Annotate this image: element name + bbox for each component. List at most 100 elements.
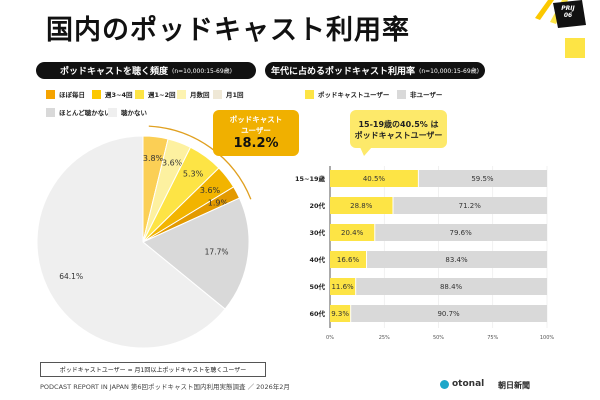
badge-decoration-icon [535, 0, 586, 58]
row-label: 50代 [309, 282, 325, 291]
bar-value-label: 16.6% [337, 256, 360, 264]
age-callout-line2: ポッドキャストユーザー [354, 131, 443, 140]
legend-swatch [213, 89, 222, 99]
left-header-note: (n=10,000:15-69歳) [172, 68, 232, 75]
user-bar [330, 197, 393, 214]
definition-box: ポッドキャストユーザー = 月1回以上ポッドキャストを聴くユーザー [40, 362, 266, 377]
pie-slice [36, 135, 226, 349]
legend-swatch [397, 89, 406, 99]
legend-swatch [46, 107, 55, 117]
legend-label: ほぼ毎日 [59, 91, 85, 99]
user-callout: ポッドキャスト ユーザー 18.2% [213, 110, 299, 156]
callout-value: 18.2% [233, 136, 279, 151]
legend-label: 週1~2回 [148, 91, 176, 99]
bar-value-label: 90.7% [437, 310, 460, 318]
legend-label: ポッドキャストユーザー [318, 91, 390, 99]
user-bar [330, 251, 367, 268]
user-bar [330, 224, 375, 241]
x-tick-label: 50% [433, 335, 444, 341]
right-header: 年代に占めるポッドキャスト利用率 (n=10,000:15-69歳) [265, 62, 485, 79]
pie-label: 3.6% [200, 186, 221, 195]
legend-swatch [46, 89, 55, 99]
x-tick-label: 75% [487, 335, 498, 341]
otonal-logo-text: otonal [452, 379, 485, 389]
legend-item: ほぼ毎日 [46, 89, 85, 99]
frequency-pie-chart: 3.8%3.6%5.3%3.6%1.9%17.7%64.1% [36, 125, 252, 349]
pie-label: 17.7% [205, 248, 229, 257]
callout-line2: ユーザー [241, 126, 271, 135]
bar-value-label: 59.5% [471, 175, 494, 183]
callout-line1: ポッドキャスト [229, 115, 283, 124]
legend-item: 月1回 [213, 89, 244, 99]
legend-label: 週3~4回 [105, 91, 133, 99]
non-user-bar [393, 197, 547, 214]
asahi-logo: 朝日新聞 [498, 381, 530, 390]
legend-label: 月1回 [226, 91, 244, 99]
legend-label: 非ユーザー [410, 91, 443, 99]
age-callout: 15-19歳の40.5% は ポッドキャストユーザー [350, 110, 447, 148]
legend-label: ほとんど聴かない [59, 109, 111, 117]
pie-label: 64.1% [59, 272, 83, 281]
legend-swatch [135, 89, 144, 99]
non-user-bar [351, 305, 547, 322]
pie-label: 1.9% [208, 198, 229, 207]
legend-label: 聴かない [121, 109, 147, 117]
right-header-note: (n=10,000:15-69歳) [419, 68, 479, 75]
bar-value-label: 28.8% [350, 202, 373, 210]
callout-pointer [213, 140, 220, 152]
x-tick-label: 100% [540, 335, 555, 341]
legend-swatch [108, 107, 117, 117]
legend-item: 月数回 [177, 89, 210, 99]
legend-item: 聴かない [108, 107, 147, 117]
left-header: ポッドキャストを聴く頻度 (n=10,000:15-69歳) [36, 62, 256, 79]
pie-slice [142, 197, 250, 310]
legend-swatch [92, 89, 101, 99]
bar-value-label: 11.6% [331, 283, 354, 291]
legend-swatch [305, 89, 314, 99]
bar-value-label: 40.5% [363, 175, 386, 183]
non-user-bar [367, 251, 547, 268]
prij-badge: PRIJ 06 [556, 5, 580, 19]
bar-value-label: 9.3% [331, 310, 349, 318]
pie-label: 3.8% [143, 154, 164, 163]
legend-item: ポッドキャストユーザー [305, 89, 389, 99]
legend-item: ほとんど聴かない [46, 107, 111, 117]
right-header-text: 年代に占めるポッドキャスト利用率 [271, 67, 416, 77]
user-bar [330, 278, 356, 295]
non-user-bar [418, 170, 547, 187]
pie-label: 5.3% [183, 170, 204, 179]
row-label: 60代 [309, 309, 325, 318]
non-user-bar [375, 224, 547, 241]
user-highlight-arc [148, 125, 252, 200]
row-label: 30代 [309, 228, 325, 237]
page-title: 国内のポッドキャスト利用率 [46, 15, 410, 46]
row-label: 20代 [309, 201, 325, 210]
user-bar [330, 305, 351, 322]
badge-line2: 06 [563, 12, 573, 19]
bar-value-label: 71.2% [459, 202, 482, 210]
footer-source: PODCAST REPORT IN JAPAN 第6回ポッドキャスト国内利用実態… [40, 383, 290, 391]
legend-label: 月数回 [190, 91, 210, 99]
bar-value-label: 88.4% [440, 283, 463, 291]
legend-item: 週3~4回 [92, 89, 133, 99]
non-user-bar [356, 278, 547, 295]
otonal-logo-icon [440, 379, 449, 389]
row-label: 40代 [309, 255, 325, 264]
user-bar [330, 170, 418, 187]
pie-label: 3.6% [162, 158, 183, 167]
bar-value-label: 79.6% [450, 229, 473, 237]
x-tick-label: 25% [379, 335, 390, 341]
row-label: 15~19歳 [295, 174, 326, 183]
legend-item: 週1~2回 [135, 89, 176, 99]
x-tick-label: 0% [326, 335, 334, 341]
bar-value-label: 20.4% [341, 229, 364, 237]
bar-value-label: 83.4% [445, 256, 468, 264]
legend-item: 非ユーザー [397, 89, 442, 99]
age-callout-line1: 15-19歳の40.5% は [358, 120, 439, 129]
badge-line1: PRIJ [561, 5, 575, 12]
legend-swatch [177, 89, 186, 99]
left-header-text: ポッドキャストを聴く頻度 [60, 67, 169, 77]
age-callout-pointer [360, 147, 372, 156]
otonal-logo: otonal [440, 379, 484, 389]
